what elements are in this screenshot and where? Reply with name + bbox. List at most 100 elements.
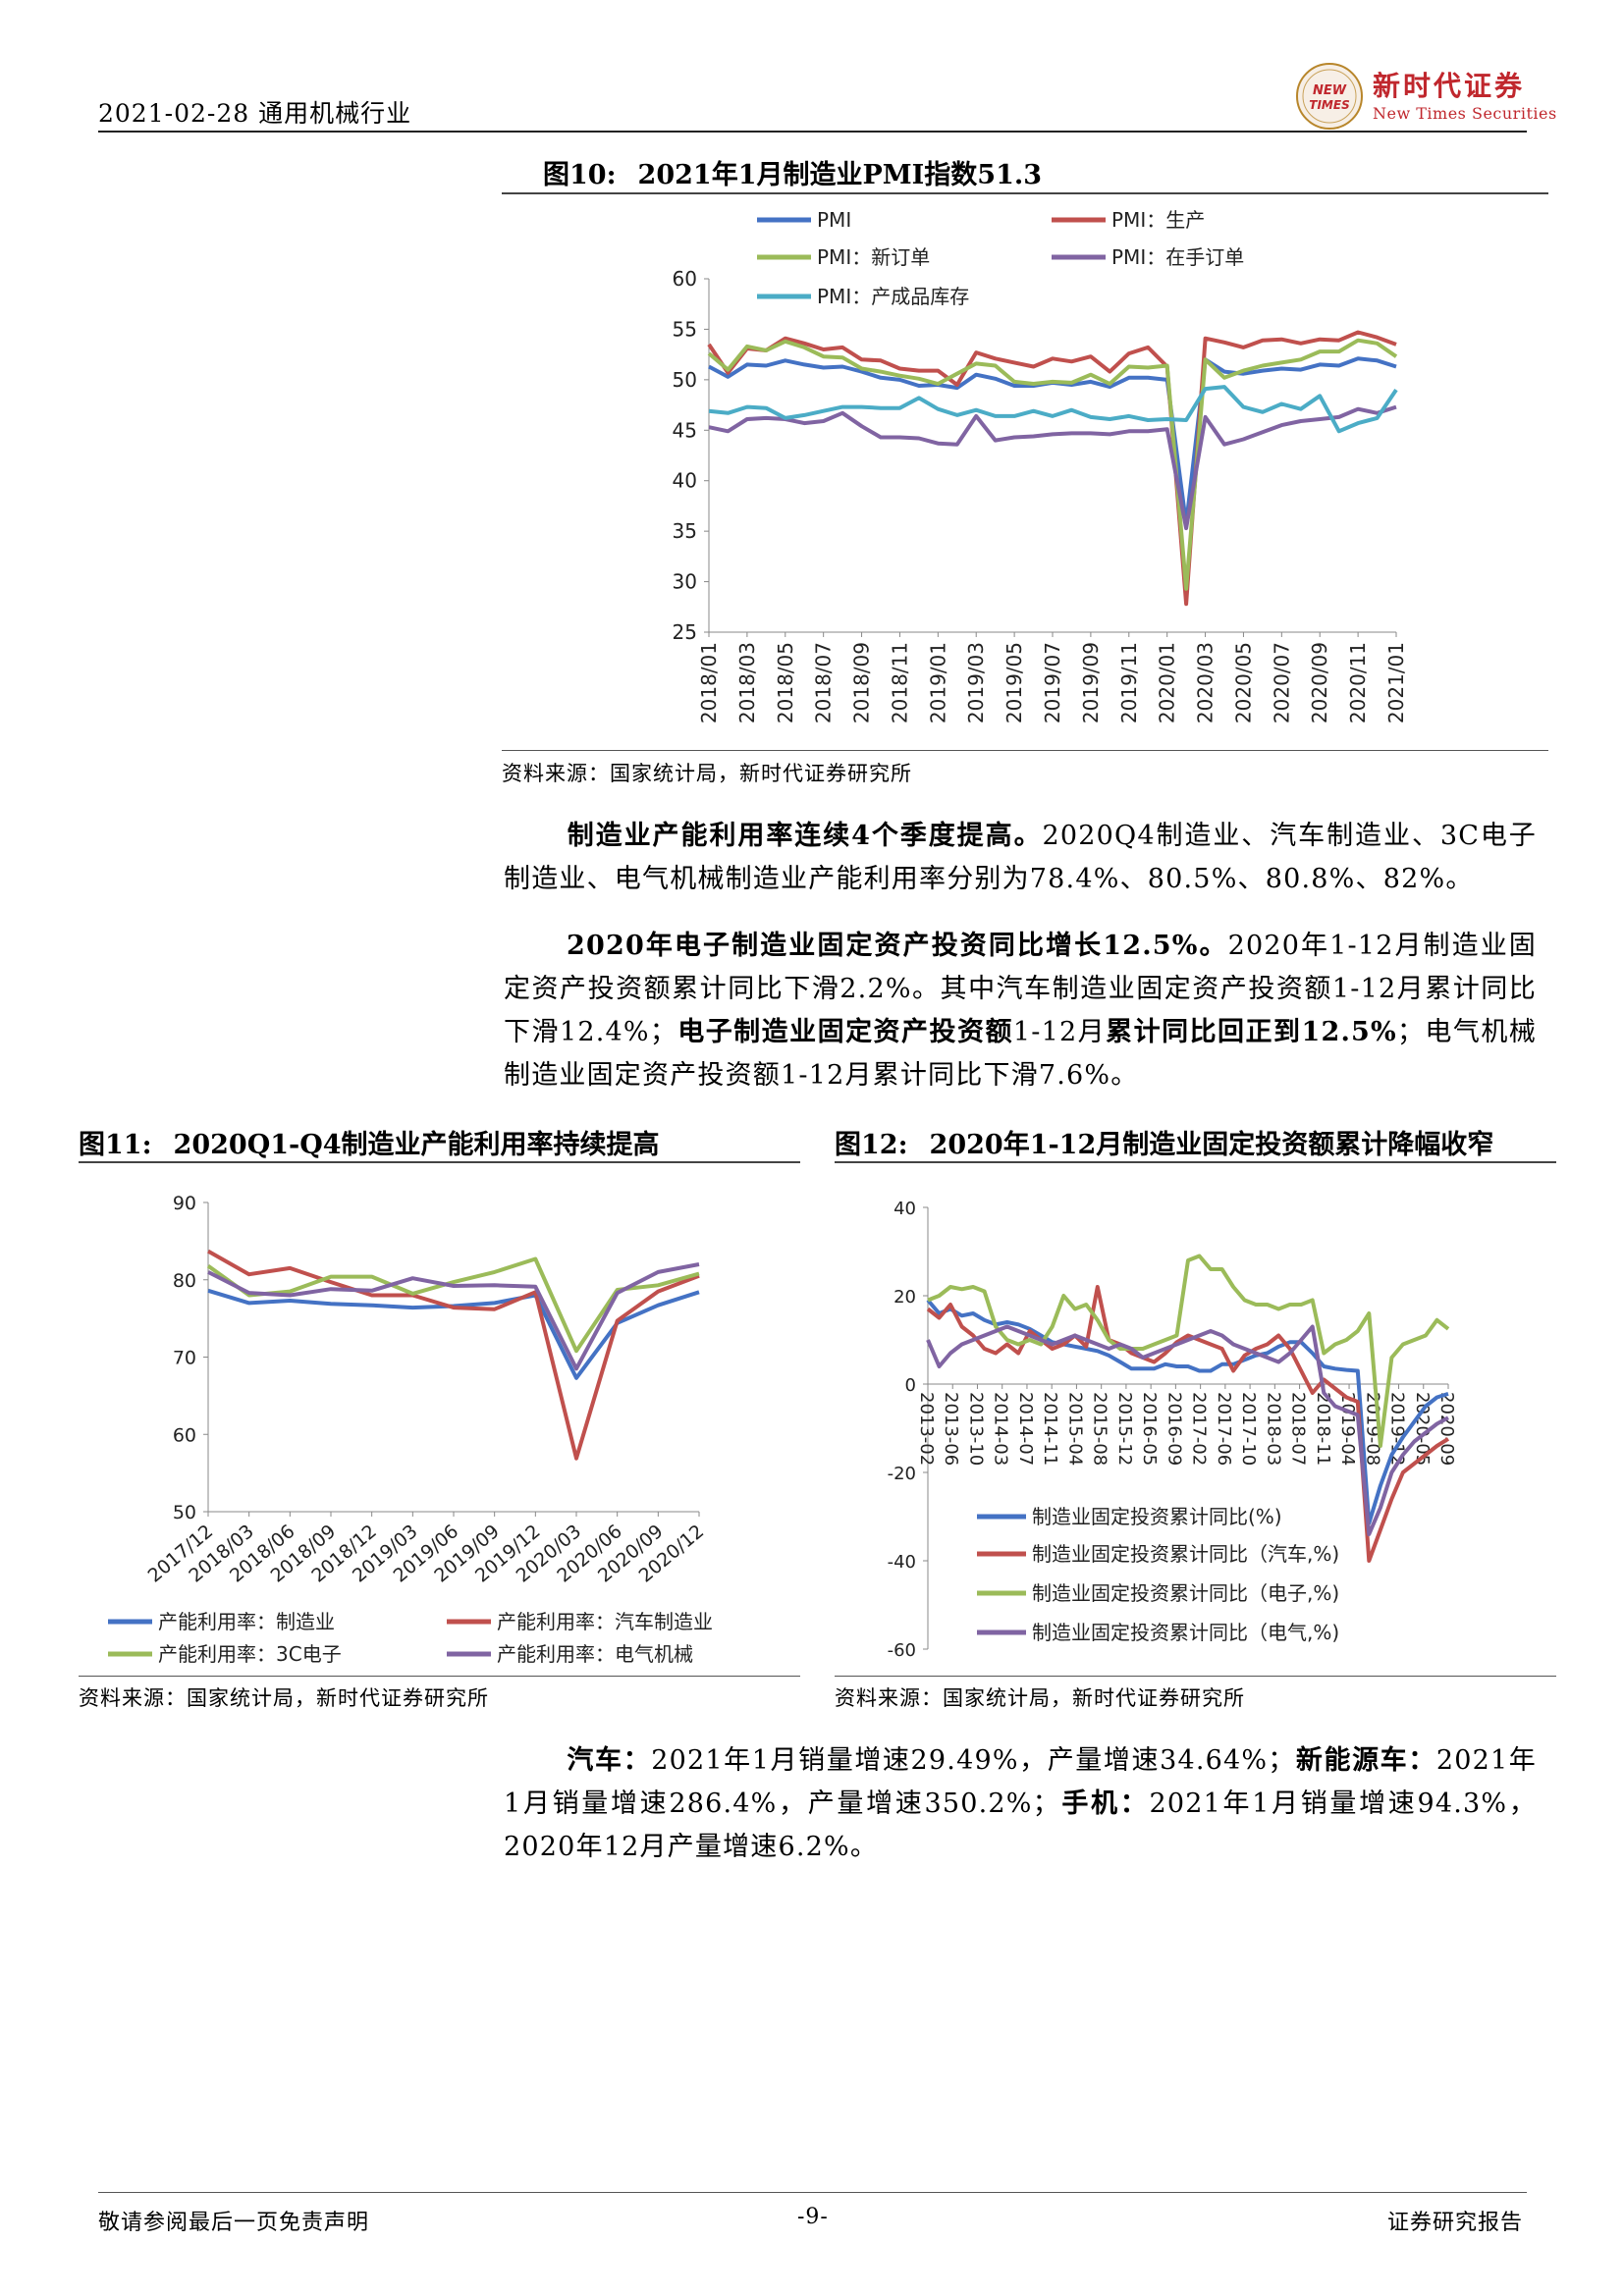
x-tick-label: 2018/11: [888, 642, 911, 723]
y-tick-label: -40: [888, 1552, 916, 1573]
paragraph-investment-bold1: 2020年电子制造业固定资产投资同比增长12.5%。: [567, 931, 1228, 961]
fig12-title: 图12: 2020年1-12月制造业固定投资额累计降幅收窄: [835, 1123, 1493, 1161]
paragraph-investment-text3: ；电气机械制造业固定资产投资额1-12月累计同比下滑7.6%。: [504, 1017, 1537, 1091]
series-line: [207, 1262, 700, 1371]
paragraph-autos-phones: 汽车：2021年1月销量增速29.49%，产量增速34.64%；新能源车：202…: [504, 1739, 1537, 1869]
x-tick-label: 2019/05: [1002, 642, 1026, 723]
x-tick-label: 2018/09: [850, 642, 874, 723]
legend-label: 产能利用率：电气机械: [497, 1642, 693, 1666]
svg-text:TIMES: TIMES: [1309, 98, 1349, 112]
y-tick-label: 60: [673, 267, 697, 291]
fig10-bottom-rule: [502, 750, 1548, 751]
fig11-source: 资料来源：国家统计局，新时代证券研究所: [79, 1686, 489, 1710]
fig12-number: 图12:: [835, 1130, 908, 1160]
y-tick-label: 35: [673, 519, 697, 543]
fig11-bottom-rule: [79, 1676, 800, 1677]
fig12-bottom-rule: [835, 1676, 1556, 1677]
x-tick-label: 2015-12: [1114, 1392, 1135, 1466]
company-logo-icon: NEW TIMES: [1296, 63, 1363, 130]
svg-text:NEW: NEW: [1313, 83, 1347, 98]
x-tick-label: 2018-03: [1263, 1392, 1283, 1466]
legend-label: 产能利用率：制造业: [158, 1610, 335, 1633]
paragraph-investment-text2: 1-12月: [1012, 1017, 1107, 1047]
x-tick-label: 2020-05: [1412, 1392, 1433, 1466]
fig10-top-rule: [502, 192, 1548, 194]
nev-text: 2021年1月销量增速286.4%，产量增速350.2%；: [504, 1745, 1538, 1819]
y-tick-label: 80: [173, 1270, 196, 1292]
phones-label: 手机：: [1059, 1789, 1150, 1819]
header-date-industry: 2021-02-28 通用机械行业: [98, 99, 412, 128]
fig10-source: 资料来源：国家统计局，新时代证券研究所: [502, 762, 912, 785]
x-tick-label: 2019/11: [1117, 642, 1141, 723]
y-tick-label: 45: [673, 418, 697, 442]
fig10-title-text: 2021年1月制造业PMI指数51.3: [637, 160, 1043, 190]
x-tick-label: 2018-07: [1288, 1392, 1309, 1466]
legend-label: 制造业固定投资累计同比（电气,%): [1032, 1621, 1339, 1644]
y-tick-label: -60: [888, 1640, 916, 1661]
logo-chinese-name: 新时代证券: [1373, 70, 1526, 102]
x-tick-label: 2014-11: [1040, 1392, 1060, 1466]
fig12-title-text: 2020年1-12月制造业固定投资额累计降幅收窄: [929, 1130, 1494, 1160]
legend-label: 制造业固定投资累计同比（汽车,%): [1032, 1542, 1339, 1566]
series-line: [206, 1256, 700, 1354]
fig12-top-rule: [835, 1161, 1556, 1163]
x-tick-label: 2018/07: [812, 642, 836, 723]
legend-label: 产能利用率：3C电子: [158, 1642, 342, 1666]
autos-label: 汽车：: [567, 1745, 652, 1776]
y-tick-label: 25: [673, 620, 697, 644]
fig11-top-rule: [79, 1161, 800, 1163]
x-tick-label: 2017-10: [1238, 1392, 1259, 1466]
y-tick-label: 0: [905, 1375, 916, 1396]
fig12-source: 资料来源：国家统计局，新时代证券研究所: [835, 1686, 1245, 1710]
footer-rule: [98, 2192, 1527, 2193]
paragraph-capacity: 制造业产能利用率连续4个季度提高。2020Q4制造业、汽车制造业、3C电子制造业…: [504, 815, 1537, 901]
y-tick-label: -20: [888, 1464, 916, 1484]
x-tick-label: 2020-09: [1436, 1392, 1457, 1466]
x-tick-label: 2018/05: [774, 642, 797, 723]
legend-label: PMI：在手订单: [1111, 245, 1244, 269]
series-line: [926, 1324, 1449, 1536]
y-tick-label: 60: [173, 1424, 196, 1446]
x-tick-label: 2013-02: [916, 1392, 937, 1466]
footer-disclaimer: 敬请参阅最后一页免责声明: [98, 2211, 370, 2235]
fig10-number: 图10:: [543, 160, 617, 190]
x-tick-label: 2013-10: [965, 1392, 986, 1466]
x-tick-label: 2020/05: [1231, 642, 1255, 723]
y-tick-label: 30: [673, 570, 697, 594]
fig11-title: 图11: 2020Q1-Q4制造业产能利用率持续提高: [79, 1123, 660, 1161]
x-tick-label: 2019/01: [926, 642, 949, 723]
series-line: [707, 330, 1397, 607]
y-tick-label: 40: [893, 1199, 916, 1219]
x-tick-label: 2018/01: [697, 642, 721, 723]
paragraph-investment: 2020年电子制造业固定资产投资同比增长12.5%。2020年1-12月制造业固…: [504, 925, 1537, 1097]
x-tick-label: 2020/09: [1308, 642, 1331, 723]
series-line: [926, 1299, 1449, 1525]
nev-label: 新能源车：: [1295, 1745, 1436, 1776]
paragraph-investment-bold3: 累计同比回正到12.5%: [1106, 1017, 1397, 1047]
header-rule: [98, 131, 1527, 133]
capacity-utilization-chart: 50607080902017/122018/032018/062018/0920…: [108, 1193, 713, 1666]
paragraph-capacity-text: 2020Q4制造业、汽车制造业、3C电子制造业、电气机械制造业产能利用率分别为7…: [504, 821, 1537, 894]
fig11-title-text: 2020Q1-Q4制造业产能利用率持续提高: [173, 1130, 660, 1160]
x-tick-label: 2013-06: [941, 1392, 961, 1466]
series-line: [708, 385, 1398, 434]
legend-label: PMI：新订单: [817, 245, 930, 269]
footer-report-type: 证券研究报告: [1387, 2211, 1524, 2235]
legend-label: PMI：生产: [1111, 208, 1205, 232]
x-tick-label: 2015-04: [1064, 1392, 1085, 1466]
legend-label: PMI: [817, 208, 851, 232]
x-tick-label: 2020/11: [1346, 642, 1370, 723]
paragraph-investment-bold2: 电子制造业固定资产投资额: [677, 1017, 1013, 1047]
fig10-title: 图10: 2021年1月制造业PMI指数51.3: [543, 153, 1042, 191]
x-tick-label: 2020/03: [1194, 642, 1218, 723]
series-line: [707, 338, 1398, 591]
series-line: [207, 1249, 700, 1461]
pmi-chart: 25 30 35 40 45 50 55 60 2018/01 2018/03 2018/05 201…: [673, 208, 1408, 723]
autos-text: 2021年1月销量增速29.49%，产量增速34.64%；: [651, 1745, 1296, 1776]
legend-label: 制造业固定投资累计同比(%): [1032, 1505, 1282, 1528]
x-tick-label: 2017-02: [1189, 1392, 1210, 1466]
series-line: [207, 1288, 700, 1380]
paragraph-investment-text1: 2020年1-12月制造业固定资产投资额累计同比下滑2.2%。其中汽车制造业固定…: [504, 931, 1538, 1047]
y-tick-label: 90: [173, 1193, 196, 1214]
